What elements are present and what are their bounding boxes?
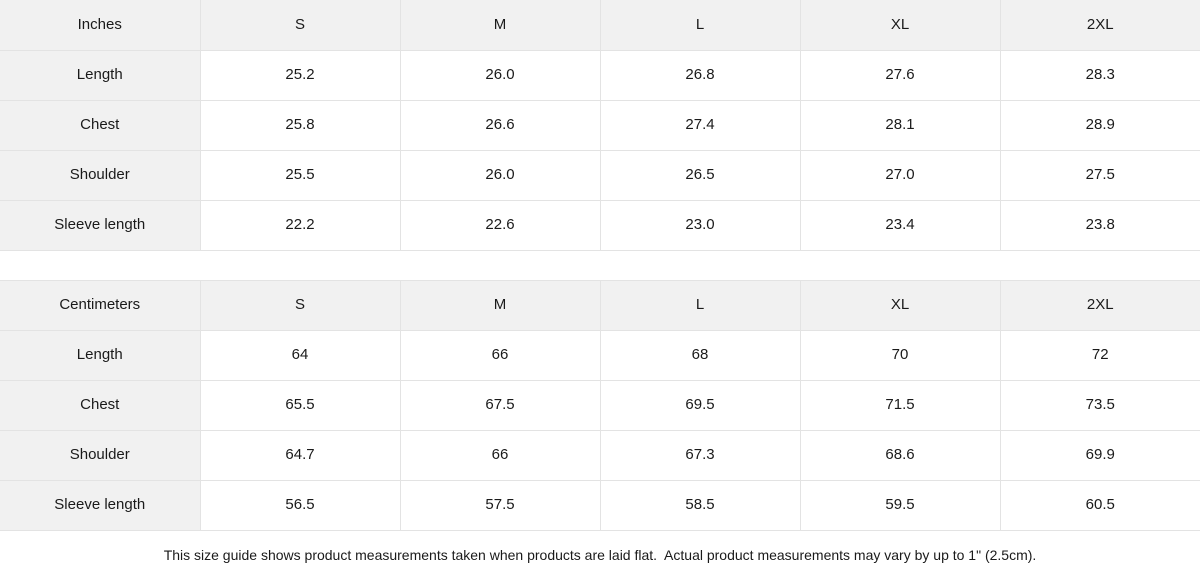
inches-shoulder-2xl: 27.5 — [1000, 150, 1200, 201]
inches-shoulder-xl: 27.0 — [800, 150, 1001, 201]
centimeters-size-header-l: L — [600, 280, 801, 331]
centimeters-size-header-s: S — [200, 280, 401, 331]
table-row: Sleeve length 56.5 57.5 58.5 59.5 60.5 — [0, 480, 1200, 531]
inches-shoulder-s: 25.5 — [200, 150, 401, 201]
centimeters-chest-l: 69.5 — [600, 380, 801, 431]
centimeters-chest-s: 65.5 — [200, 380, 401, 431]
inches-chest-l: 27.4 — [600, 100, 801, 151]
centimeters-chest-xl: 71.5 — [800, 380, 1001, 431]
centimeters-size-header-m: M — [400, 280, 601, 331]
inches-sleeve-length-xl: 23.4 — [800, 200, 1001, 251]
table-row: Shoulder 25.5 26.0 26.5 27.0 27.5 — [0, 150, 1200, 201]
table-separator-row — [0, 249, 1200, 281]
inches-sleeve-length-m: 22.6 — [400, 200, 601, 251]
inches-chest-s: 25.8 — [200, 100, 401, 151]
centimeters-sleeve-length-s: 56.5 — [200, 480, 401, 531]
inches-shoulder-m: 26.0 — [400, 150, 601, 201]
centimeters-size-header-2xl: 2XL — [1000, 280, 1200, 331]
centimeters-row-label-length: Length — [0, 330, 201, 381]
inches-length-l: 26.8 — [600, 50, 801, 101]
inches-shoulder-l: 26.5 — [600, 150, 801, 201]
table-separator — [0, 249, 1200, 281]
table-row: Length 64 66 68 70 72 — [0, 330, 1200, 381]
inches-length-xl: 27.6 — [800, 50, 1001, 101]
table-row: Shoulder 64.7 66 67.3 68.6 69.9 — [0, 430, 1200, 481]
inches-size-header-xl: XL — [800, 0, 1001, 51]
inches-row-label-shoulder: Shoulder — [0, 150, 201, 201]
centimeters-sleeve-length-m: 57.5 — [400, 480, 601, 531]
centimeters-length-s: 64 — [200, 330, 401, 381]
centimeters-shoulder-m: 66 — [400, 430, 601, 481]
inches-size-header-l: L — [600, 0, 801, 51]
centimeters-sleeve-length-xl: 59.5 — [800, 480, 1001, 531]
centimeters-shoulder-s: 64.7 — [200, 430, 401, 481]
centimeters-header-row: Centimeters S M L XL 2XL — [0, 280, 1200, 331]
size-guide-note-row: This size guide shows product measuremen… — [0, 530, 1200, 580]
inches-length-2xl: 28.3 — [1000, 50, 1200, 101]
centimeters-sleeve-length-2xl: 60.5 — [1000, 480, 1200, 531]
centimeters-row-label-chest: Chest — [0, 380, 201, 431]
inches-size-header-m: M — [400, 0, 601, 51]
centimeters-chest-2xl: 73.5 — [1000, 380, 1200, 431]
inches-sleeve-length-2xl: 23.8 — [1000, 200, 1200, 251]
centimeters-row-label-sleeve-length: Sleeve length — [0, 480, 201, 531]
inches-size-header-s: S — [200, 0, 401, 51]
inches-row-label-chest: Chest — [0, 100, 201, 151]
inches-sleeve-length-l: 23.0 — [600, 200, 801, 251]
table-row: Sleeve length 22.2 22.6 23.0 23.4 23.8 — [0, 200, 1200, 251]
centimeters-shoulder-2xl: 69.9 — [1000, 430, 1200, 481]
centimeters-chest-m: 67.5 — [400, 380, 601, 431]
inches-chest-xl: 28.1 — [800, 100, 1001, 151]
centimeters-size-header-xl: XL — [800, 280, 1001, 331]
centimeters-sleeve-length-l: 58.5 — [600, 480, 801, 531]
centimeters-shoulder-l: 67.3 — [600, 430, 801, 481]
table-row: Chest 65.5 67.5 69.5 71.5 73.5 — [0, 380, 1200, 431]
table-row: Chest 25.8 26.6 27.4 28.1 28.9 — [0, 100, 1200, 151]
centimeters-unit-label: Centimeters — [0, 280, 201, 331]
centimeters-shoulder-xl: 68.6 — [800, 430, 1001, 481]
inches-row-label-sleeve-length: Sleeve length — [0, 200, 201, 251]
inches-row-label-length: Length — [0, 50, 201, 101]
centimeters-row-label-shoulder: Shoulder — [0, 430, 201, 481]
inches-length-m: 26.0 — [400, 50, 601, 101]
table-row: Length 25.2 26.0 26.8 27.6 28.3 — [0, 50, 1200, 101]
centimeters-length-xl: 70 — [800, 330, 1001, 381]
inches-length-s: 25.2 — [200, 50, 401, 101]
size-guide-note: This size guide shows product measuremen… — [0, 530, 1200, 580]
centimeters-length-l: 68 — [600, 330, 801, 381]
inches-chest-m: 26.6 — [400, 100, 601, 151]
centimeters-length-2xl: 72 — [1000, 330, 1200, 381]
inches-size-header-2xl: 2XL — [1000, 0, 1200, 51]
inches-sleeve-length-s: 22.2 — [200, 200, 401, 251]
inches-header-row: Inches S M L XL 2XL — [0, 0, 1200, 51]
inches-unit-label: Inches — [0, 0, 201, 51]
inches-chest-2xl: 28.9 — [1000, 100, 1200, 151]
centimeters-length-m: 66 — [400, 330, 601, 381]
